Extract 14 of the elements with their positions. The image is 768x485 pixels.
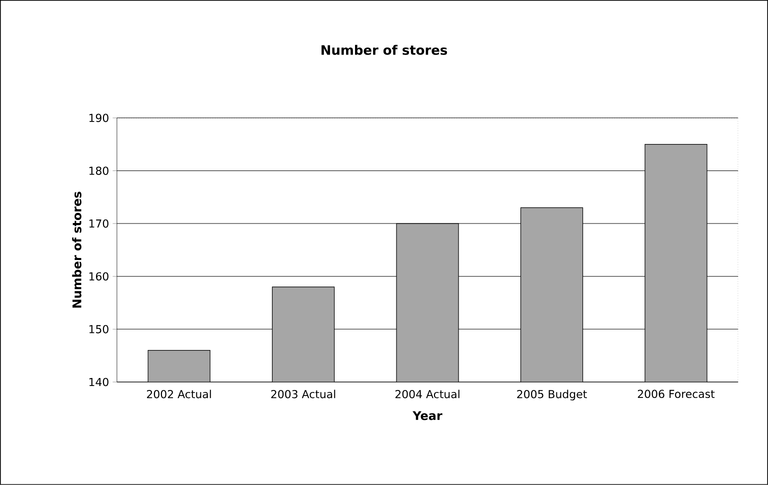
y-tick-label: 160 [89, 272, 108, 281]
chart-title: Number of stores [322, 44, 448, 55]
y-tick-label: 140 [89, 378, 108, 386]
y-tick-label: 170 [89, 219, 108, 228]
x-tick-label: 2005 Budget [517, 390, 587, 400]
x-tick-label: 2003 Actual [271, 390, 336, 398]
y-tick-label: 150 [89, 325, 108, 334]
x-axis-title: Year [412, 411, 442, 420]
x-tick-label: 2004 Actual [395, 390, 460, 398]
y-tick-label: 190 [89, 114, 108, 122]
y-tick-label: 180 [89, 166, 108, 175]
y-axis-title: Number of stores [72, 192, 82, 308]
x-tick-label: 2002 Actual [146, 390, 211, 398]
x-tick-label: 2006 Forecast [638, 390, 715, 398]
